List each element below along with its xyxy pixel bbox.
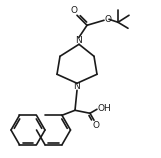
Text: N: N (76, 36, 82, 45)
Text: O: O (104, 15, 112, 24)
Text: O: O (93, 121, 99, 130)
Text: N: N (74, 82, 80, 91)
Text: O: O (71, 6, 77, 15)
Text: OH: OH (97, 104, 111, 113)
